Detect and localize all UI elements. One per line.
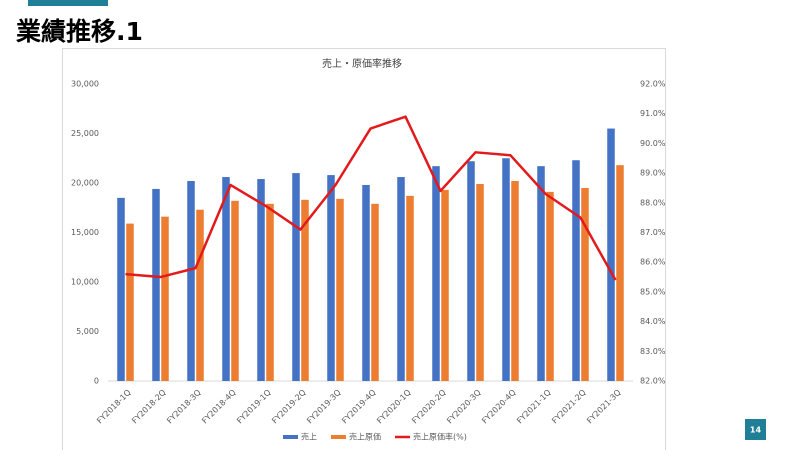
y2-tick-label: 90.0% [640, 139, 666, 148]
y-tick-label: 0 [94, 377, 99, 386]
bar [301, 199, 309, 381]
bar [546, 191, 554, 381]
chart-title: 売上・原価率推移 [322, 57, 402, 70]
y-tick-label: 20,000 [71, 179, 99, 188]
y-tick-label: 10,000 [71, 278, 99, 287]
bar [616, 165, 624, 381]
accent-bar [28, 0, 108, 6]
bar [476, 183, 484, 381]
y2-tick-label: 82.0% [640, 377, 666, 386]
y-tick-label: 5,000 [76, 327, 99, 336]
bar [336, 198, 344, 381]
bar [581, 187, 589, 381]
bar [327, 175, 335, 381]
bar [152, 188, 160, 381]
legend-label: 売上原価率(%) [413, 432, 467, 442]
bar [607, 128, 615, 381]
y-tick-label: 30,000 [71, 80, 99, 89]
legend-marker [283, 435, 298, 439]
page-number: 14 [750, 426, 762, 435]
bar [196, 209, 204, 381]
bar [126, 223, 134, 381]
line [125, 115, 617, 281]
bar [117, 197, 125, 381]
y2-tick-label: 87.0% [640, 228, 666, 237]
y2-tick-label: 86.0% [640, 258, 666, 267]
bar [406, 195, 414, 381]
y2-tick-label: 89.0% [640, 169, 666, 178]
y-tick-label: 15,000 [71, 228, 99, 237]
y2-tick-label: 84.0% [640, 317, 666, 326]
bar [231, 200, 239, 381]
bar [222, 177, 230, 381]
bar [362, 184, 370, 381]
y2-tick-label: 92.0% [640, 80, 666, 89]
bar [161, 216, 169, 381]
bar [371, 203, 379, 381]
y2-tick-label: 88.0% [640, 198, 666, 207]
bar [266, 203, 274, 381]
page-number-box [745, 419, 766, 440]
bar [467, 161, 475, 381]
legend-label: 売上 [301, 432, 317, 442]
bar [257, 179, 265, 381]
y2-tick-label: 85.0% [640, 287, 666, 296]
bar [511, 181, 519, 381]
legend-marker [331, 435, 346, 439]
slide-title: 業績推移.1 [16, 17, 143, 46]
bar [537, 166, 545, 381]
bar [572, 160, 580, 381]
bar [502, 158, 510, 381]
y2-tick-label: 83.0% [640, 347, 666, 356]
bar [441, 189, 449, 381]
bar [187, 181, 195, 381]
bar [432, 166, 440, 381]
bar [292, 173, 300, 381]
y-tick-label: 25,000 [71, 129, 99, 138]
y2-tick-label: 91.0% [640, 109, 666, 118]
legend-label: 売上原価 [349, 432, 381, 442]
bar [397, 177, 405, 381]
